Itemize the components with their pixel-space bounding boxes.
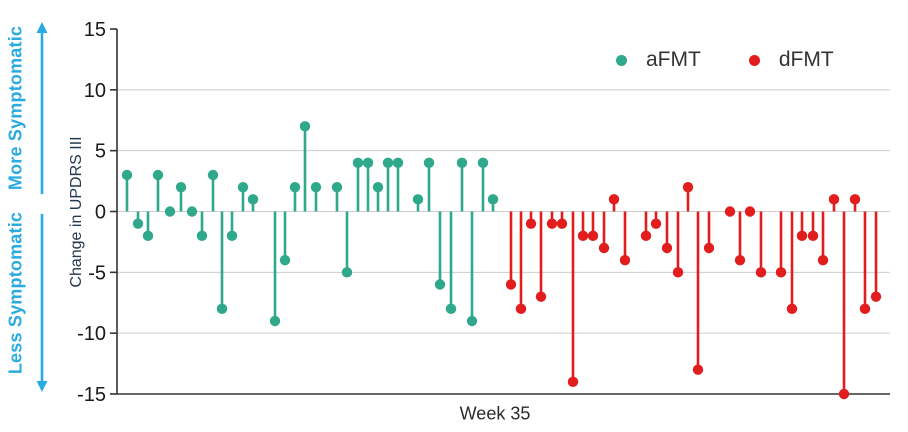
- data-point-aFMT: [487, 194, 499, 205]
- data-point-aFMT: [279, 254, 291, 266]
- data-point-dFMT: [525, 218, 537, 229]
- data-point-dFMT: [775, 267, 787, 278]
- data-point-aFMT: [132, 218, 144, 229]
- data-point-dFMT: [535, 291, 547, 302]
- data-point-aFMT: [216, 303, 228, 315]
- y-tick-label: 0: [95, 202, 106, 224]
- data-point-dFMT: [587, 230, 599, 242]
- data-point-aFMT: [362, 157, 374, 169]
- data-point-aFMT: [196, 230, 208, 242]
- data-point-dFMT: [608, 194, 620, 205]
- data-point-dFMT: [817, 254, 829, 266]
- dfmt-dot-icon: [748, 54, 760, 66]
- data-point-dFMT: [650, 218, 662, 229]
- data-point-aFMT: [445, 303, 457, 315]
- data-point-dFMT: [703, 242, 715, 254]
- y-tick-label: 15: [84, 19, 106, 41]
- data-point-dFMT: [796, 230, 808, 242]
- x-axis-label: Week 35: [459, 403, 531, 424]
- data-point-dFMT: [505, 279, 517, 290]
- data-point-dFMT: [546, 218, 558, 229]
- legend-item-afmt: aFMT: [616, 48, 701, 72]
- y-tick-label: 10: [84, 80, 106, 102]
- afmt-legend-label: aFMT: [646, 48, 701, 71]
- data-point-dFMT: [640, 230, 652, 242]
- data-point-dFMT: [515, 303, 527, 315]
- data-point-dFMT: [838, 388, 850, 400]
- data-point-dFMT: [692, 364, 704, 375]
- data-point-aFMT: [164, 206, 176, 217]
- data-point-aFMT: [152, 169, 164, 181]
- y-tick-label: -10: [77, 323, 106, 345]
- data-point-aFMT: [382, 157, 394, 169]
- data-point-dFMT: [786, 303, 798, 315]
- data-point-dFMT: [577, 230, 589, 242]
- data-point-dFMT: [734, 254, 746, 266]
- data-point-dFMT: [755, 267, 767, 278]
- data-point-dFMT: [567, 376, 579, 388]
- data-point-aFMT: [434, 279, 446, 290]
- data-point-dFMT: [682, 181, 694, 193]
- data-point-aFMT: [477, 157, 489, 169]
- data-point-aFMT: [466, 315, 478, 327]
- data-point-dFMT: [598, 242, 610, 254]
- data-point-dFMT: [672, 267, 684, 278]
- data-point-aFMT: [456, 157, 468, 169]
- data-point-dFMT: [828, 194, 840, 205]
- y-tick-label: -15: [77, 384, 106, 406]
- y-tick-label: 5: [95, 141, 106, 163]
- data-point-aFMT: [310, 181, 322, 193]
- data-point-aFMT: [412, 194, 424, 205]
- data-point-aFMT: [247, 194, 259, 205]
- data-point-dFMT: [859, 303, 871, 315]
- data-point-aFMT: [372, 181, 384, 193]
- data-point-aFMT: [352, 157, 364, 169]
- data-point-aFMT: [142, 230, 154, 242]
- data-point-dFMT: [556, 218, 568, 229]
- data-point-aFMT: [331, 181, 343, 193]
- data-point-dFMT: [661, 242, 673, 254]
- data-point-dFMT: [870, 291, 882, 302]
- afmt-dot-icon: [616, 54, 627, 66]
- legend: aFMT dFMT: [616, 48, 834, 72]
- data-point-aFMT: [423, 157, 435, 169]
- data-point-aFMT: [237, 181, 249, 193]
- data-point-dFMT: [807, 230, 819, 242]
- up-arrow-icon: [36, 22, 48, 194]
- down-arrow-icon: [36, 214, 48, 392]
- data-point-aFMT: [226, 230, 238, 242]
- data-point-dFMT: [619, 254, 631, 266]
- data-point-aFMT: [289, 181, 301, 193]
- data-point-aFMT: [299, 121, 311, 132]
- dfmt-legend-label: dFMT: [778, 48, 834, 71]
- data-point-aFMT: [392, 157, 404, 169]
- data-point-aFMT: [121, 169, 133, 181]
- data-point-dFMT: [849, 194, 861, 205]
- data-point-aFMT: [341, 267, 353, 278]
- data-point-aFMT: [175, 181, 187, 193]
- data-point-dFMT: [724, 206, 736, 217]
- y-tick-label: -5: [88, 262, 106, 284]
- data-point-aFMT: [269, 315, 281, 327]
- data-point-dFMT: [744, 206, 756, 217]
- data-point-aFMT: [186, 206, 198, 217]
- data-point-aFMT: [207, 169, 219, 181]
- legend-item-dfmt: dFMT: [748, 48, 834, 72]
